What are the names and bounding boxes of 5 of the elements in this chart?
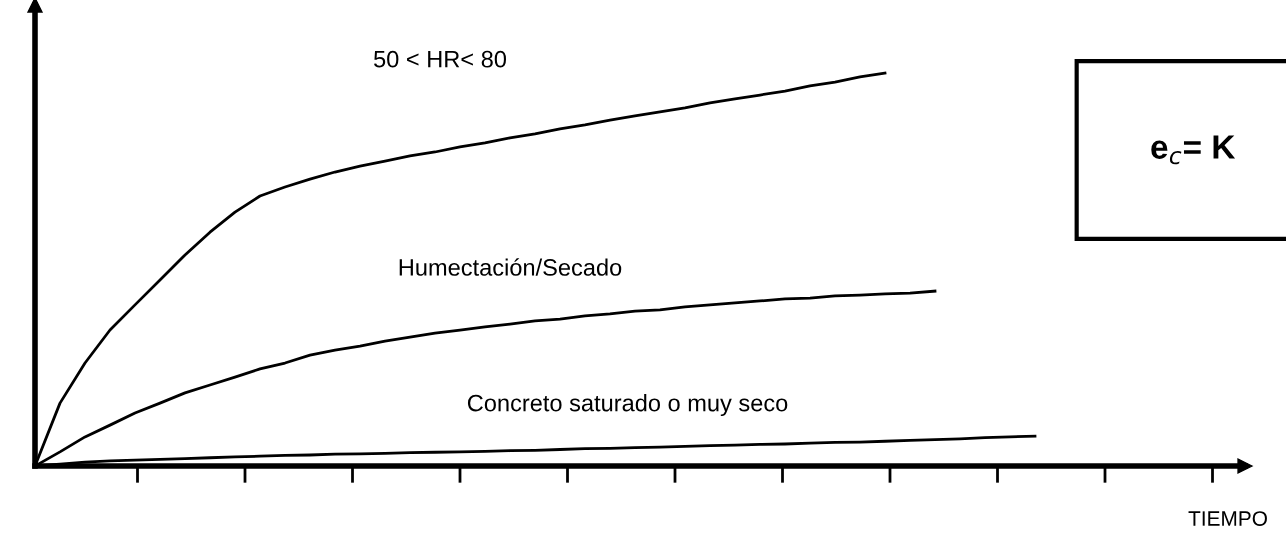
text: TIEMPO	[1188, 511, 1267, 526]
text: e$_{c}$= K	[1151, 135, 1236, 165]
series-label: Concreto saturado o muy seco	[467, 394, 788, 417]
series-label: Humectación/Secado	[399, 258, 622, 276]
text: 50 < HR< 80	[374, 50, 507, 68]
